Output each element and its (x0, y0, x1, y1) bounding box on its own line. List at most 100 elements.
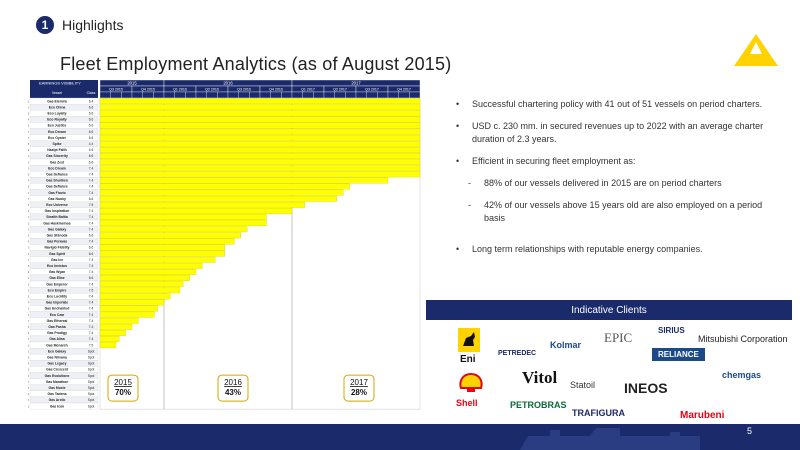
charter-bar (99, 214, 267, 220)
vessel-class: Spot (88, 368, 95, 372)
sub-bullet-2015-vessels: 88% of our vessels delivered in 2015 are… (456, 177, 776, 190)
client-sirius: SIRIUS (658, 326, 685, 335)
vessel-name: Navigio Fidelity (44, 246, 69, 250)
charter-bar (99, 220, 267, 227)
month-header-cell (163, 91, 175, 99)
charter-bar (99, 153, 421, 159)
year-header-2015: 2015 (127, 81, 137, 86)
vessel-class: 6.6 (89, 246, 94, 250)
vessel-name: Gas Ice (51, 258, 63, 262)
vessel-name: Gas Nirvana (47, 356, 67, 360)
charter-bar (99, 262, 203, 269)
month-header-cell (238, 91, 250, 99)
vessel-name: Eco Universe (46, 203, 68, 207)
vessel-index: 51 (28, 404, 29, 408)
charter-bar (99, 323, 133, 330)
footer-bar: 5 (0, 424, 800, 450)
charter-bar (99, 104, 421, 111)
quarter-header: Q1 2016 (173, 88, 187, 92)
month-header-cell (227, 91, 239, 99)
sub-bullet-older-vessels: 42% of our vessels above 15 years old ar… (456, 199, 776, 225)
month-header-cell (99, 91, 111, 99)
vessel-class: 6.6 (89, 124, 94, 128)
month-header-cell (377, 91, 389, 99)
vessel-class: Spot (88, 356, 95, 360)
quarter-header: Q2 2017 (333, 88, 347, 92)
vessel-name: Gas Elemira (47, 99, 67, 103)
vessel-name: Eco Empire (48, 288, 67, 292)
col-vessel-header: Vessel (52, 91, 63, 95)
vessel-name: Eco Galaxy (48, 349, 66, 353)
month-header-cell (249, 91, 261, 99)
vessel-class: 6.6 (89, 118, 94, 122)
vessel-index: 17 (28, 197, 29, 201)
vessel-name: Eco Dream (48, 130, 66, 134)
charter-bar (99, 98, 421, 105)
vessel-index: 32 (28, 288, 29, 292)
vessel-index: 9 (28, 148, 29, 152)
vessel-class: Spot (88, 404, 95, 408)
charter-bar (99, 287, 181, 294)
client-petrobras: PETROBRAS (510, 400, 567, 410)
charter-bar (99, 128, 421, 135)
vessel-class: 4.4 (89, 142, 94, 146)
month-header-cell (131, 91, 143, 99)
vessel-index: 3 (28, 112, 29, 116)
vessel-name: Eco Royalty (47, 118, 67, 122)
charter-bar (99, 250, 225, 257)
vessel-class: Spot (88, 392, 95, 396)
vessel-class: 4.6 (89, 148, 94, 152)
quarter-header: Q3 2015 (109, 88, 123, 92)
vessel-name: Gas Inspiration (45, 209, 70, 213)
vessel-index: 28 (28, 264, 29, 268)
vessel-index: 5 (28, 124, 29, 128)
vessel-index: 33 (28, 295, 29, 299)
month-header-cell (206, 91, 218, 99)
vessel-index: 6 (28, 130, 29, 134)
clients-header: Indicative Clients (426, 300, 792, 320)
bullet-chartering: Successful chartering policy with 41 out… (456, 98, 776, 111)
charter-bar (99, 336, 120, 342)
client-statoil: Statoil (570, 380, 596, 390)
vessel-index: 45 (28, 368, 29, 372)
vessel-class: 6.6 (89, 276, 94, 280)
vessel-name: Gas Sincerity (46, 154, 68, 158)
vessel-index: 22 (28, 227, 29, 231)
month-header-cell (174, 91, 186, 99)
vessel-name: Gas Ethereal (47, 319, 68, 323)
vessel-index: 30 (28, 276, 29, 280)
vessel-name: Eco Czar (50, 313, 65, 317)
vessel-index: 18 (28, 203, 29, 207)
month-header-cell (195, 91, 207, 99)
quarter-header: Q1 2017 (301, 88, 315, 92)
quarter-header: Q4 2016 (269, 88, 283, 92)
vessel-index: 19 (28, 209, 29, 213)
vessel-name: Eco China (49, 105, 66, 109)
vessel-name: Gas Monarch (46, 343, 67, 347)
vessel-class: 7.4 (89, 166, 94, 170)
charter-bar (99, 122, 421, 129)
quarter-header: Q3 2016 (237, 88, 251, 92)
vessel-class: 6.4 (89, 99, 94, 103)
bullet-relationships: Long term relationships with reputable e… (456, 243, 776, 256)
section-number-badge: 1 (36, 16, 54, 34)
vessel-name: Gas Emperor (46, 282, 68, 286)
vessel-class: 7.4 (89, 221, 94, 225)
charter-bar (99, 208, 293, 214)
year-header-2017: 2017 (351, 81, 361, 86)
month-header-cell (153, 91, 165, 99)
vessel-name: Eco Lucidity (47, 295, 67, 299)
section-title: Highlights (62, 17, 124, 33)
charter-bar (99, 159, 421, 166)
year-header-2016: 2016 (223, 81, 233, 86)
vessel-index: 15 (28, 185, 29, 189)
month-header-cell (366, 91, 378, 99)
vessel-class: 7.4 (89, 240, 94, 244)
charter-bar (99, 293, 171, 300)
vessel-name: Gas Haskinelnos (43, 221, 70, 225)
bullet-efficiency: Efficient in securing fleet employment a… (456, 155, 776, 168)
charter-bar (99, 226, 248, 233)
vessel-class: 6.6 (89, 130, 94, 134)
vessel-index: 16 (28, 191, 29, 195)
gantt-header-left-bg (30, 80, 98, 86)
